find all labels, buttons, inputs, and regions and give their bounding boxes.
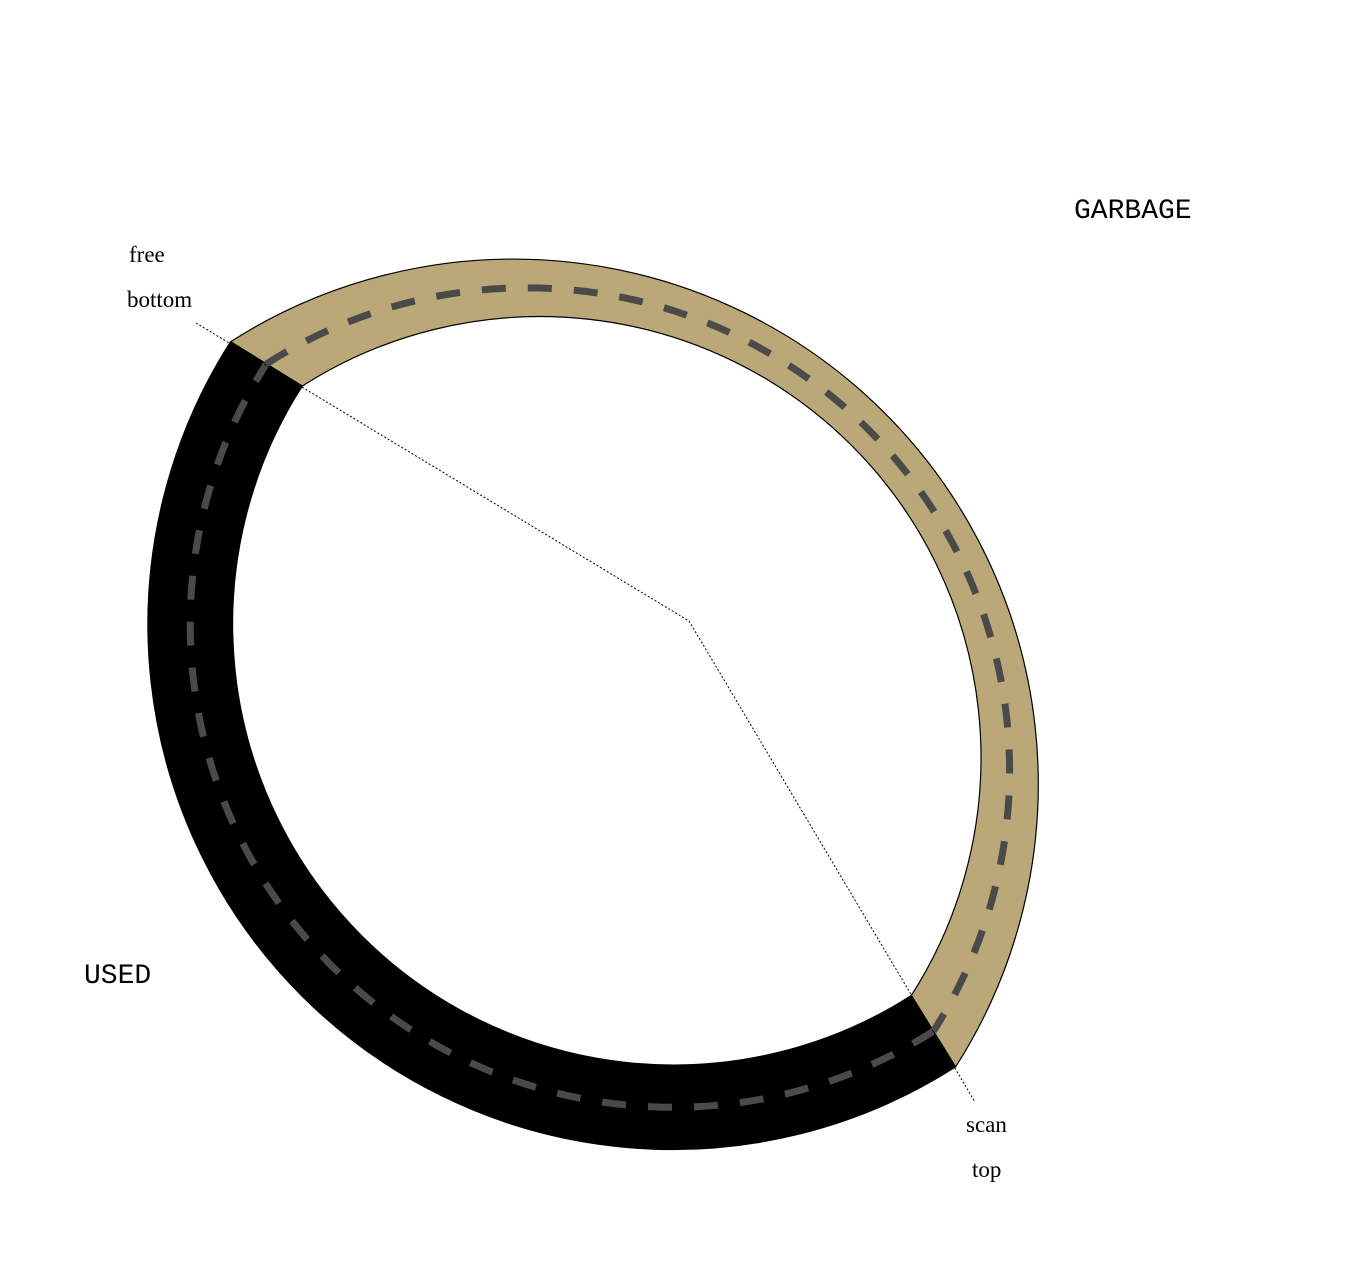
scan-pointer-label: scan bbox=[966, 1112, 1007, 1137]
garbage-region-label: GARBAGE bbox=[1074, 196, 1192, 227]
used-track-dashes bbox=[186, 362, 936, 1111]
used-region-label: USED bbox=[84, 961, 151, 992]
scan-top-pointer-line bbox=[688, 620, 976, 1103]
free-bottom-pointer-line bbox=[195, 322, 690, 622]
used-segment bbox=[147, 340, 957, 1151]
top-pointer-label: top bbox=[972, 1157, 1001, 1182]
bottom-pointer-label: bottom bbox=[127, 287, 192, 312]
free-pointer-label: free bbox=[129, 242, 165, 267]
garbage-track-dashes bbox=[264, 284, 1014, 1034]
